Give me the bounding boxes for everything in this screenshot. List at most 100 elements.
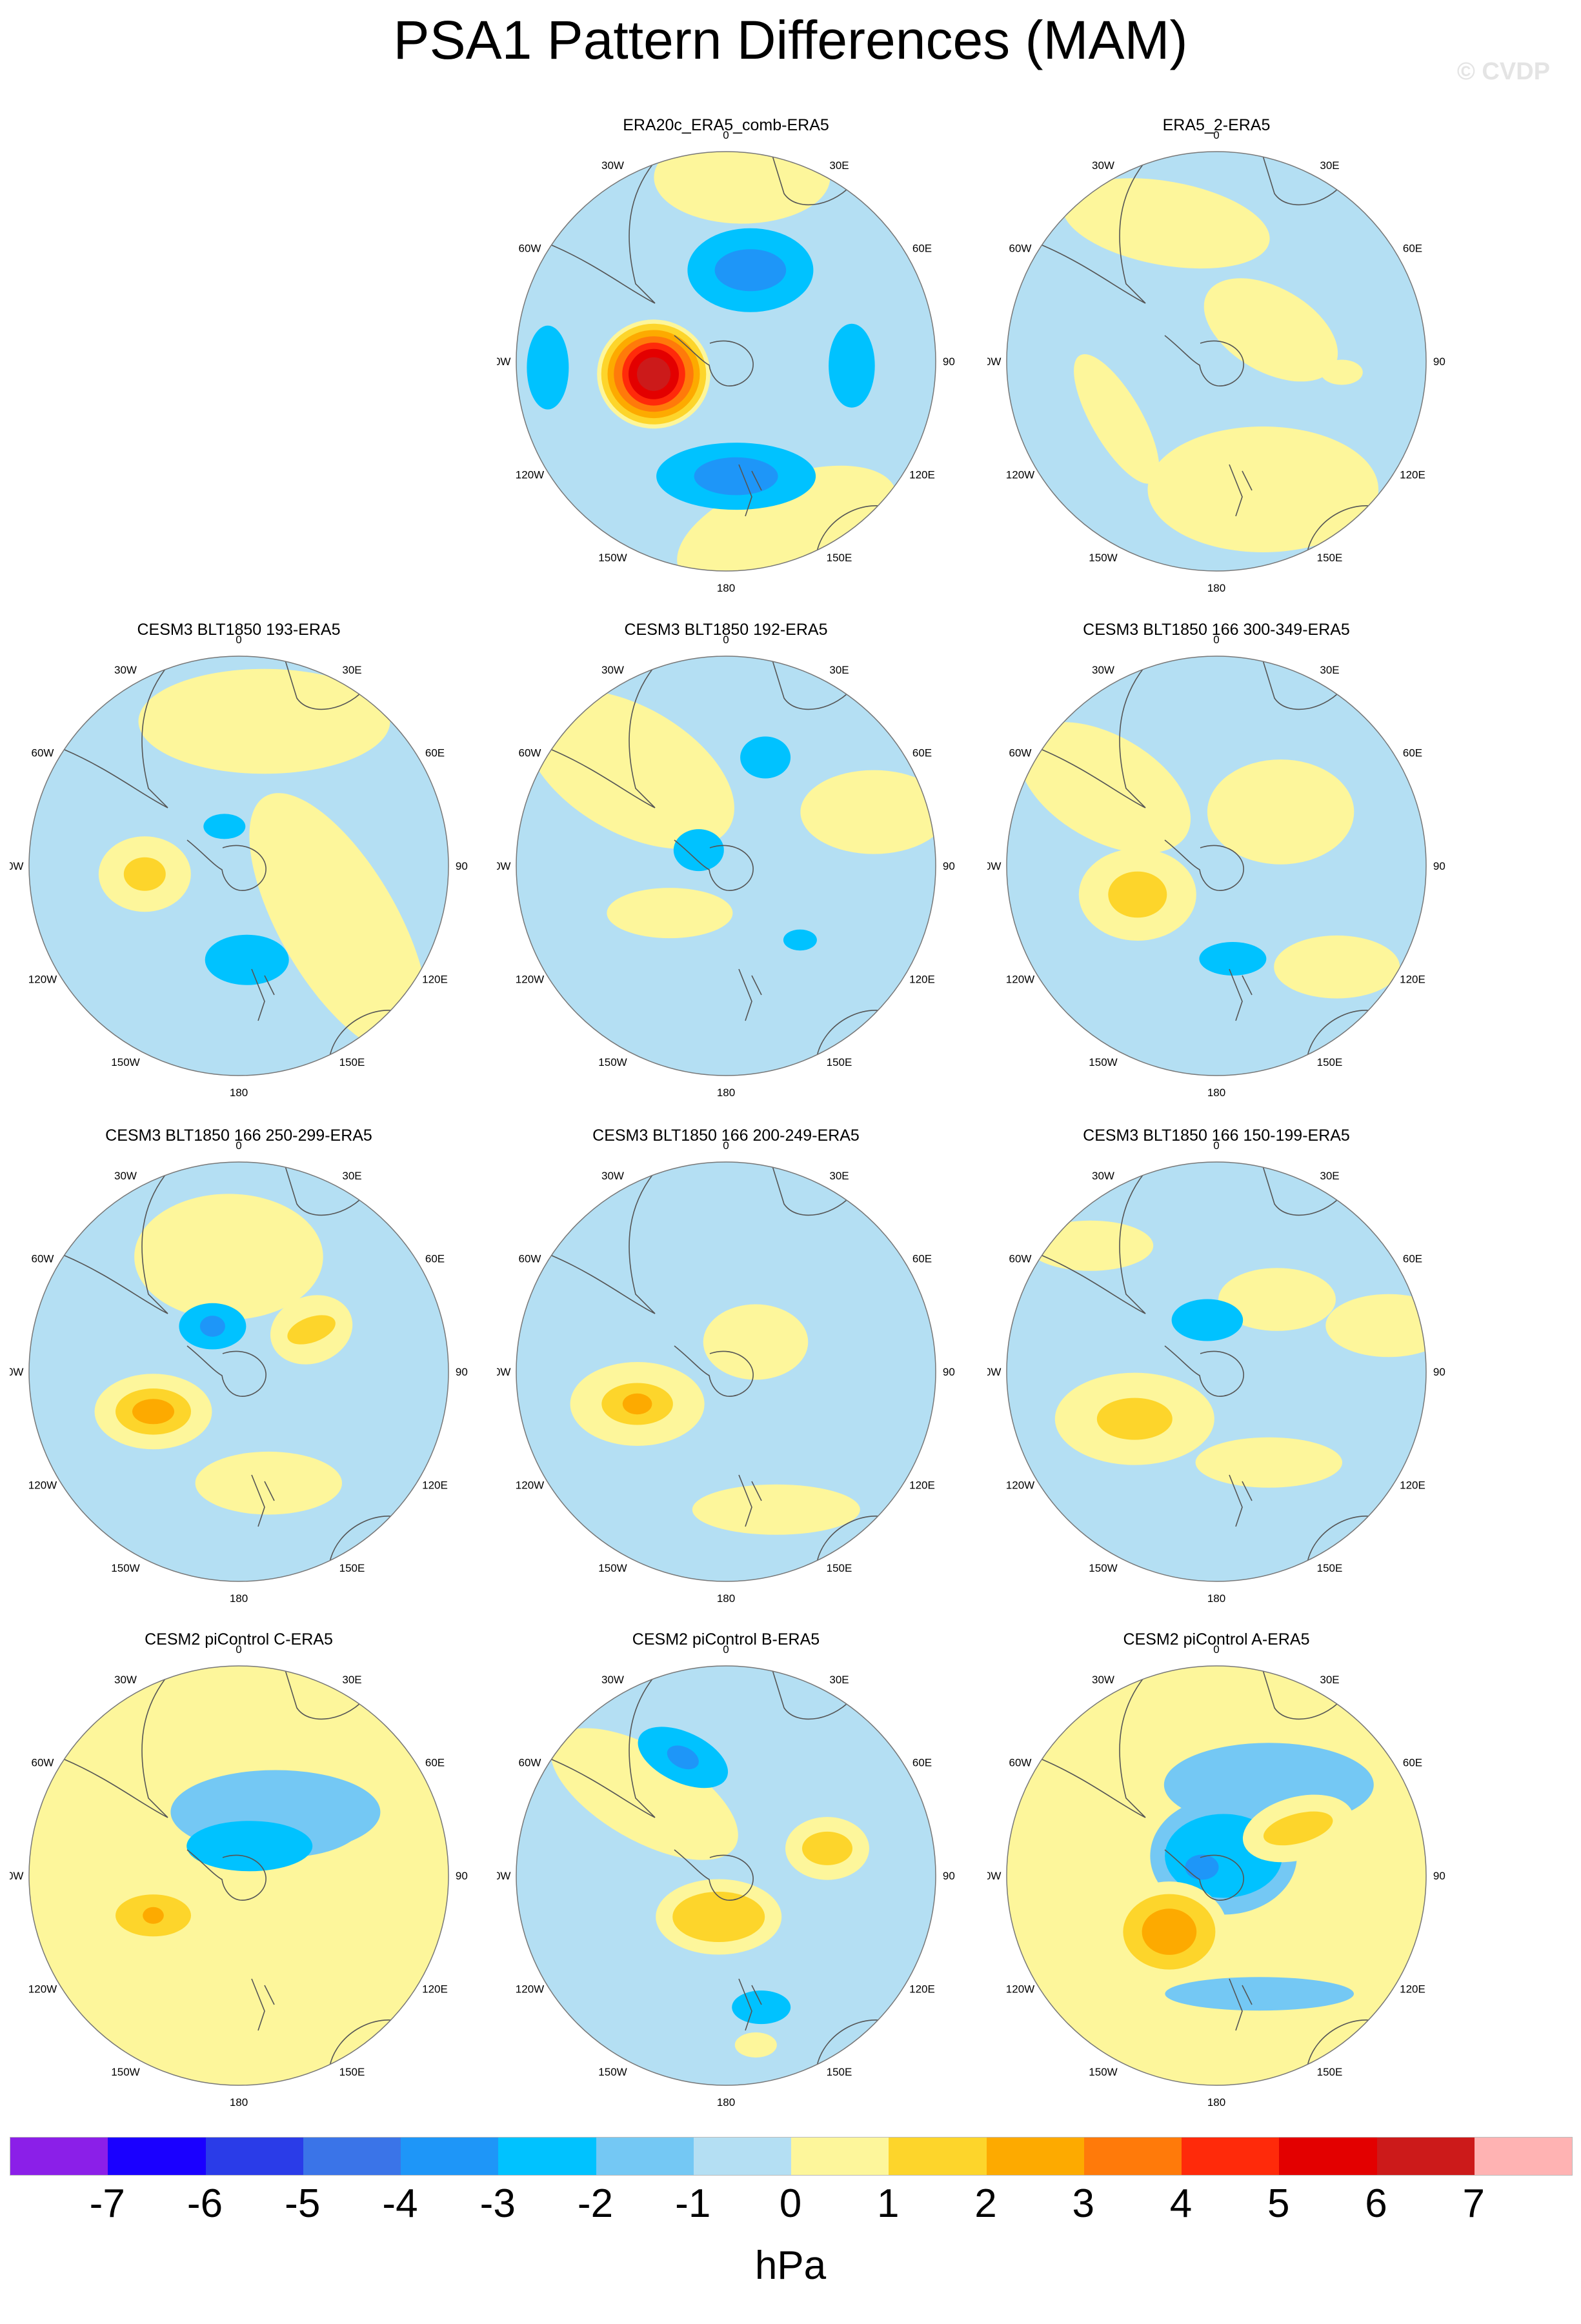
polar-map: 0 30E 60E 90E 120E 150E 180 150W 120W 90W 60W 30W — [10, 1139, 468, 1605]
antarctica-coastline — [1164, 1345, 1244, 1397]
longitude-label: 120W — [1006, 974, 1034, 986]
longitude-label: 30E — [1320, 1674, 1339, 1686]
antarctica-coastline — [674, 1345, 754, 1397]
polar-map: 0 30E 60E 90E 120E 150E 180 150W 120W 90W 60W 30W — [10, 1643, 468, 2109]
longitude-label: 90W — [10, 1366, 23, 1378]
longitude-label: 120E — [909, 1479, 935, 1492]
anomaly-contour — [732, 1990, 791, 2025]
anomaly-contour — [1199, 942, 1267, 976]
antarctica-coastline — [674, 1849, 754, 1901]
longitude-label: 90W — [987, 860, 1001, 872]
south-america-coastline — [64, 1171, 168, 1314]
longitude-label: 60E — [1403, 1757, 1422, 1769]
longitude-label: 120W — [1006, 469, 1034, 481]
south-america-coastline — [1042, 1675, 1146, 1818]
longitude-label: 150W — [1089, 1562, 1117, 1574]
longitude-label: 90W — [497, 1870, 510, 1882]
colorbar-swatch — [108, 2138, 206, 2175]
anomaly-contour — [829, 323, 875, 408]
longitude-label: 180 — [1207, 1087, 1225, 1099]
anomaly-contour — [703, 1304, 809, 1380]
longitude-label: 90E — [1433, 1870, 1445, 1882]
anomaly-contour — [692, 1484, 860, 1535]
longitude-label: 60W — [1009, 243, 1032, 255]
colorbar-tick: -1 — [675, 2181, 711, 2226]
longitude-label: 60W — [32, 1253, 54, 1265]
longitude-label: 180 — [230, 1087, 248, 1099]
longitude-label: 180 — [717, 582, 735, 594]
anomaly-contour — [205, 934, 289, 985]
colorbar-swatch — [1474, 2138, 1572, 2175]
anomaly-contour — [1195, 1437, 1342, 1488]
longitude-label: 120E — [422, 1983, 448, 1996]
map-border — [28, 1665, 449, 2086]
longitude-label: 150W — [1089, 2066, 1117, 2078]
colorbar-tick: -4 — [382, 2181, 418, 2226]
longitude-label: 120E — [422, 1479, 448, 1492]
polar-map: 0 30E 60E 90E 120E 150E 180 150W 120W 90W 60W 30W — [987, 129, 1445, 594]
longitude-label: 90E — [943, 356, 955, 368]
polar-map: 0 30E 60E 90E 120E 150E 180 150W 120W 90W 60W 30W — [497, 634, 955, 1099]
anomaly-contour — [143, 1907, 164, 1924]
colorbar-units: hPa — [754, 2243, 827, 2288]
longitude-label: 60W — [32, 1757, 54, 1769]
anomaly-contour — [734, 2032, 777, 2058]
longitude-label: 60W — [519, 1757, 541, 1769]
panel-title: CESM2 piControl A-ERA5 — [1123, 1630, 1310, 1648]
longitude-label: 30W — [1092, 1170, 1114, 1182]
anomaly-contour — [1203, 278, 1338, 382]
anomaly-contour — [203, 814, 246, 839]
antarctica-coastline — [186, 1345, 267, 1397]
colorbar-swatch — [889, 2138, 987, 2175]
map-background — [29, 1666, 448, 2085]
longitude-label: 150E — [339, 1562, 365, 1574]
longitude-label: 30W — [114, 664, 137, 676]
longitude-label: 90W — [497, 1366, 510, 1378]
longitude-label: 150W — [111, 1056, 139, 1068]
longitude-label: 150W — [598, 2066, 627, 2078]
longitude-label: 30W — [601, 1170, 624, 1182]
south-america-coastline — [551, 161, 656, 304]
colorbar-tick: 2 — [974, 2181, 997, 2226]
longitude-label: 60E — [912, 747, 932, 759]
colorbar — [10, 2137, 1573, 2176]
anomaly-contour — [1185, 1854, 1219, 1880]
south-america-coastline — [1042, 665, 1146, 808]
map-border — [516, 1161, 936, 1582]
longitude-label: 90E — [943, 1870, 955, 1882]
longitude-label: 120E — [909, 469, 935, 481]
new-zealand-coastline — [1229, 1474, 1253, 1527]
anomaly-contour — [1027, 1220, 1154, 1271]
longitude-label: 150W — [1089, 552, 1117, 564]
longitude-label: 120E — [1400, 974, 1425, 986]
longitude-label: 30E — [342, 1170, 361, 1182]
watermark: © CVDP — [1456, 58, 1550, 85]
longitude-label: 30E — [1320, 664, 1339, 676]
antarctica-coastline — [1164, 335, 1244, 386]
new-zealand-coastline — [251, 1978, 275, 2031]
polar-map: 0 30E 60E 90E 120E 150E 180 150W 120W 90W 60W 30W — [497, 1139, 955, 1605]
anomaly-contour — [783, 929, 817, 951]
longitude-label: 60E — [425, 747, 445, 759]
longitude-label: 90E — [456, 860, 468, 872]
anomaly-contour — [714, 249, 787, 292]
panel-title: CESM3 BLT1850 192-ERA5 — [624, 621, 828, 639]
colorbar-swatch — [1083, 2138, 1182, 2175]
anomaly-contour — [132, 1399, 174, 1425]
longitude-label: 30W — [114, 1674, 137, 1686]
longitude-label: 180 — [717, 1592, 735, 1605]
anomaly-contour — [249, 793, 428, 1054]
antarctica-coastline — [674, 335, 754, 386]
longitude-label: 180 — [717, 1087, 735, 1099]
longitude-label: 150W — [598, 1562, 627, 1574]
longitude-label: 120E — [1400, 1479, 1425, 1492]
longitude-label: 150W — [598, 552, 627, 564]
colorbar-swatch — [401, 2138, 499, 2175]
longitude-label: 0 — [236, 1643, 241, 1656]
map-background — [1007, 656, 1426, 1076]
colorbar-tick: 0 — [779, 2181, 802, 2226]
anomaly-contour — [1096, 1397, 1173, 1440]
polar-map: 0 30E 60E 90E 120E 150E 180 150W 120W 90W 60W 30W — [10, 634, 468, 1099]
